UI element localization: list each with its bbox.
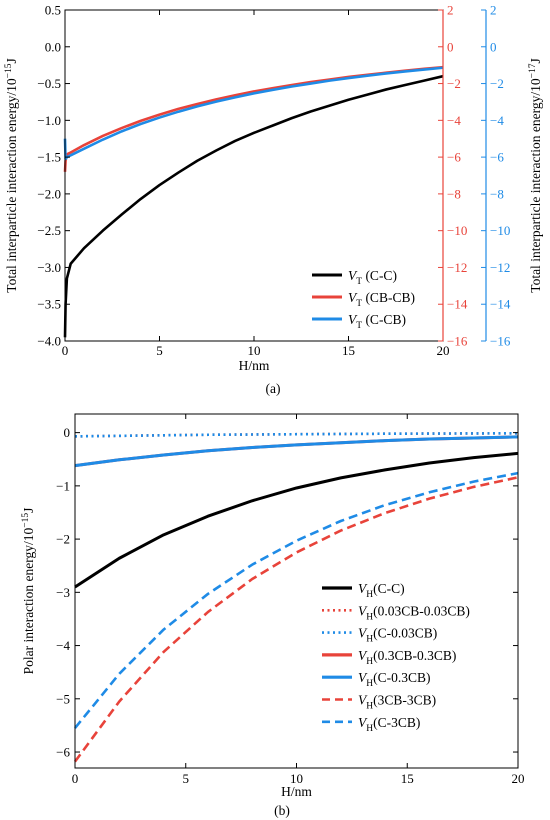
panel-a-chart: 0 5 10 15 200.50.0−0.5−1.0−1.5−2.0−2.5−3.0−3… [4, 3, 543, 397]
x-tick-label: 15 [342, 343, 355, 358]
y-right-blue-tick-label: −8 [490, 186, 504, 201]
y-left-tick-label: 0.5 [45, 3, 61, 18]
x-tick-label: 15 [401, 771, 414, 786]
y-left-tick-label: 0.0 [45, 39, 61, 54]
series-line-3 [63, 66, 444, 161]
y-right-blue-tick-label: 0 [490, 39, 497, 54]
legend-label: VH(C-0.3CB) [358, 670, 431, 689]
y-right-red-tick-label: −14 [447, 297, 468, 312]
y-left-tick-label: −3.5 [37, 297, 61, 312]
y-right-blue-tick-label: 2 [490, 3, 497, 18]
y-left-tick-label: −2.5 [37, 223, 61, 238]
y-left-axis-label: Total interparticle interaction energy/1… [4, 58, 19, 292]
y-right-blue-tick-label: −14 [490, 297, 511, 312]
series-line-1 [74, 451, 519, 589]
y-right-red-tick-label: −6 [447, 150, 461, 165]
y-left-tick-label: −0.5 [37, 76, 61, 91]
legend-label: VH(3CB-3CB) [358, 693, 436, 712]
y-right-red-tick-label: −8 [447, 186, 461, 201]
y-tick-label: −1 [56, 478, 70, 493]
x-tick-label: 5 [156, 343, 163, 358]
y-left-tick-label: −1.5 [37, 150, 61, 165]
legend-label: VT (CB-CB) [348, 290, 415, 309]
x-axis-label: H/nm [239, 358, 270, 373]
series-line-3 [74, 431, 519, 438]
x-tick-label: 0 [72, 771, 79, 786]
y-tick-label: −5 [56, 691, 70, 706]
y-right-red-tick-label: 0 [447, 39, 454, 54]
y-right-axis-label: Total interparticle interaction energy/1… [528, 58, 543, 292]
x-tick-label: 20 [437, 343, 450, 358]
y-axis-label: Polar interaction energy/10−15J [21, 508, 36, 675]
x-axis-label: H/nm [281, 784, 312, 799]
series-line-5 [74, 435, 519, 468]
y-right-blue-tick-label: −10 [490, 223, 510, 238]
panel-label-a: (a) [266, 381, 281, 396]
legend-label: VH(C-0.03CB) [358, 626, 437, 645]
series-line-7 [73, 471, 519, 729]
x-tick-label: 20 [512, 771, 525, 786]
y-left-tick-label: −2.0 [37, 186, 61, 201]
y-right-red-tick-label: −10 [447, 223, 467, 238]
legend-label: VT (C-CB) [348, 312, 406, 331]
x-tick-label: 5 [183, 771, 190, 786]
y-left-tick-label: −4.0 [37, 334, 61, 349]
y-tick-label: −2 [56, 532, 70, 547]
y-right-blue-tick-label: −16 [490, 334, 511, 349]
y-right-red-tick-label: −2 [447, 76, 461, 91]
panel-b-chart: 0 5 10 15 20 0 −1 −2 −3 −4 −5 −6 H/nm Polar interacti… [21, 413, 525, 818]
x-tick-label: 0 [62, 343, 69, 358]
panel-label-b: (b) [274, 803, 290, 818]
y-left-tick-label: −1.0 [37, 113, 61, 128]
y-right-blue-tick-label: −4 [490, 113, 504, 128]
y-right-red-tick-label: 2 [447, 3, 454, 18]
x-tick-label: 10 [290, 771, 303, 786]
y-right-blue-tick-label: −12 [490, 260, 510, 275]
y-right-blue-tick-label: −6 [490, 150, 504, 165]
x-tick-label: 10 [248, 343, 261, 358]
series-line-2 [63, 65, 444, 172]
y-tick-label: −6 [56, 745, 70, 760]
y-tick-label: −4 [56, 638, 70, 653]
y-right-blue-tick-label: −2 [490, 76, 504, 91]
y-tick-label: −3 [56, 585, 70, 600]
y-right-red-tick-label: −4 [447, 113, 461, 128]
y-left-tick-label: −3.0 [37, 260, 61, 275]
y-tick-label: 0 [64, 425, 71, 440]
series-line-6 [73, 476, 519, 763]
y-right-red-tick-label: −16 [447, 334, 468, 349]
plot-frame [74, 413, 519, 769]
legend-label: VT (C-C) [348, 268, 397, 287]
y-right-red-tick-label: −12 [447, 260, 467, 275]
legend-label: VH(0.03CB-0.03CB) [358, 603, 470, 622]
legend-label: VH(0.3CB-0.3CB) [358, 648, 456, 667]
series-line-1 [63, 74, 444, 338]
legend-label: VH(C-3CB) [358, 715, 420, 734]
legend-label: VH(C-C) [358, 581, 405, 600]
